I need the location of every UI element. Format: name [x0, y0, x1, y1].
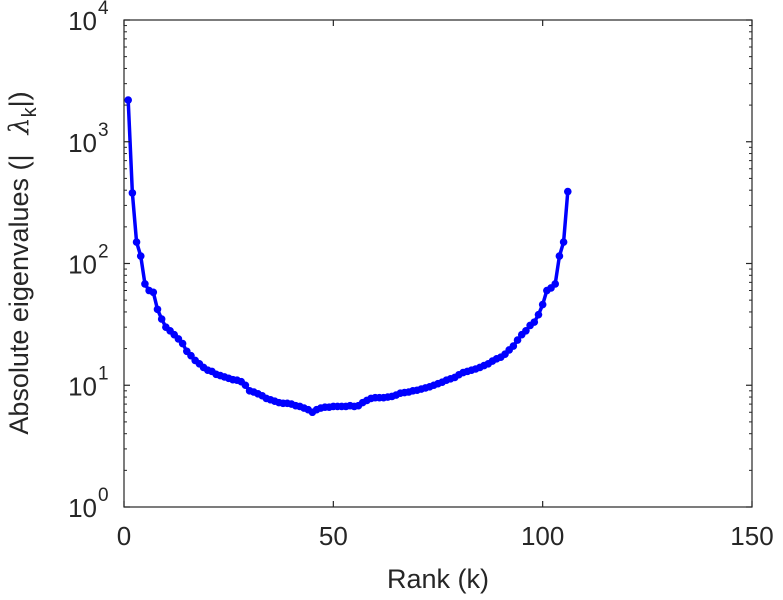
data-point: [124, 96, 132, 104]
y-tick-label-base: 10: [68, 250, 97, 280]
y-tick-label-exponent: 3: [98, 120, 109, 141]
y-tick-label-base: 10: [68, 128, 97, 158]
data-point: [513, 336, 522, 344]
x-axis-title: Rank (k): [387, 564, 489, 594]
x-tick-label: 0: [117, 521, 131, 551]
y-tick-label-base: 10: [68, 6, 97, 36]
data-point: [538, 300, 547, 309]
data-point: [136, 252, 145, 260]
data-point: [149, 288, 158, 297]
y-tick-label-exponent: 0: [98, 485, 109, 506]
y-tick-label-exponent: 2: [98, 242, 109, 263]
data-point: [178, 339, 187, 348]
data-point: [141, 280, 149, 288]
tick-layer: [123, 19, 753, 508]
data-point: [522, 327, 530, 335]
y-axis-title-subscript: k: [19, 106, 41, 117]
data-point: [132, 238, 141, 246]
x-tick-label: 150: [730, 521, 773, 551]
data-point: [157, 315, 166, 323]
y-tick-label-exponent: 4: [98, 0, 109, 19]
data-point: [563, 187, 572, 196]
x-tick-label: 50: [319, 521, 348, 551]
data-point: [241, 381, 250, 390]
y-axis-title: Absolute eigenvalues (| λk|): [4, 91, 41, 434]
data-point: [559, 238, 568, 246]
y-axis-title-suffix: |): [4, 91, 34, 107]
y-tick-label-base: 10: [68, 371, 97, 401]
series-layer: [124, 96, 572, 417]
data-point: [530, 318, 539, 326]
plot-area: [124, 20, 752, 507]
data-point: [153, 305, 162, 314]
data-point: [555, 252, 564, 260]
y-tick-label-exponent: 1: [98, 363, 109, 384]
x-tick-label: 100: [521, 521, 564, 551]
data-point: [551, 280, 560, 288]
data-point: [509, 342, 518, 350]
data-point: [534, 310, 543, 319]
data-point: [128, 189, 137, 197]
y-tick-label-base: 10: [68, 493, 97, 523]
y-axis-title-prefix: Absolute eigenvalues (|: [4, 154, 34, 434]
y-axis-title-lambda: λ: [4, 117, 35, 135]
